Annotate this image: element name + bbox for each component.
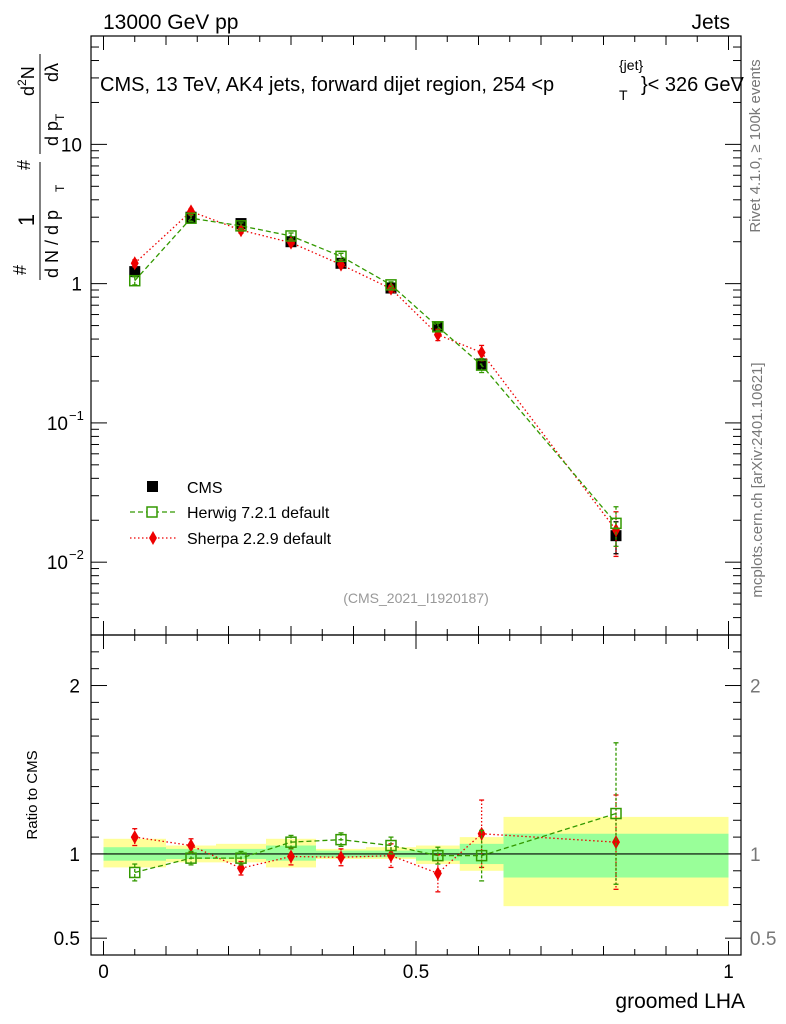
ratio-sherpa-point (287, 849, 295, 864)
ratio-y-tick-label-right: 0.5 (750, 929, 776, 950)
plot-title: CMS, 13 TeV, AK4 jets, forward dijet reg… (100, 74, 554, 96)
ratio-panel: 0.5 0.5 1 1 2 2 Ratio to CMS (24, 634, 777, 956)
ratio-bands (103, 816, 729, 907)
legend-marker-herwig (146, 506, 158, 518)
sherpa-point (477, 345, 486, 360)
ylabel-dn: d N / d p (42, 210, 62, 278)
header-left: 13000 GeV pp (103, 11, 238, 34)
herwig-line (134, 217, 617, 524)
ratio-y-label: Ratio to CMS (24, 750, 41, 839)
ratio-herwig-point (610, 807, 622, 820)
upper-y-tick-exponent: −1 (69, 408, 84, 423)
ratio-y-tick-label: 0.5 (54, 929, 80, 950)
header-right: Jets (691, 11, 730, 34)
upper-ticks (91, 35, 741, 636)
herwig-point (129, 274, 141, 287)
x-tick-label: 1 (723, 962, 734, 983)
upper-y-tick-label: 10 (61, 135, 82, 156)
ratio-herwig-point (285, 836, 297, 848)
ylabel-dpt: d pT (42, 113, 67, 146)
ratio-sherpa-point (433, 866, 442, 881)
legend-label-cms: CMS (187, 480, 223, 497)
sherpa-point (387, 281, 395, 296)
upper-y-tick-label: 10 (47, 553, 68, 574)
ylabel-d: d (18, 86, 38, 96)
x-tick-label: 0 (98, 962, 109, 983)
rivet-label: Rivet 4.1.0, ≥ 100k events (747, 59, 764, 232)
ratio-herwig-point (432, 849, 444, 862)
herwig-point (185, 212, 197, 224)
ratio-herwig-point (335, 833, 347, 846)
title-end: }< 326 GeV (641, 74, 745, 96)
legend-label-herwig: Herwig 7.2.1 default (187, 505, 330, 522)
ratio-ticks (91, 634, 741, 956)
upper-y-tick-label: 1 (71, 275, 82, 296)
ratio-y-tick-label-right: 1 (750, 845, 761, 866)
herwig-point (432, 321, 444, 333)
x-tick-labels: 0 0.5 1 (98, 962, 734, 983)
title-sub: T (619, 87, 628, 103)
title-sup: {jet} (619, 57, 643, 73)
ratio-sherpa-point (130, 830, 139, 845)
ratio-sherpa-point (387, 848, 395, 863)
upper-y-tick-label: 10 (47, 414, 68, 435)
herwig-point (610, 517, 622, 530)
ratio-sherpa-point (187, 838, 195, 853)
herwig-point (475, 359, 488, 371)
upper-y-label: # 1 d N / d p T # d2N d pT dλ (10, 54, 67, 280)
ylabel-t2: T (53, 113, 67, 121)
ratio-herwig-point (235, 852, 247, 864)
ratio-sherpa-point (337, 850, 345, 865)
ratio-series-layer (129, 742, 622, 893)
legend: CMS Herwig 7.2.1 default Sherpa 2.2.9 de… (130, 480, 332, 548)
cms-point (129, 266, 141, 278)
sherpa-point (612, 523, 620, 538)
ratio-herwig-point (129, 866, 141, 879)
legend-marker-cms (147, 481, 158, 492)
upper-y-tick-exponent: −2 (69, 547, 84, 562)
herwig-point (335, 250, 347, 263)
ratio-y-tick-label: 1 (69, 845, 80, 866)
herwig-point (385, 279, 397, 291)
ratio-frame (90, 634, 742, 956)
ratio-herwig-point (185, 852, 197, 864)
ylabel-dlambda: dλ (42, 63, 62, 82)
ratio-y-tick-label-right: 2 (750, 677, 761, 698)
ylabel-dp: d p (42, 121, 62, 146)
legend-label-sherpa: Sherpa 2.2.9 default (187, 531, 332, 548)
ylabel-one: 1 (14, 214, 39, 226)
herwig-point (235, 220, 247, 232)
ratio-y-tick-labels: 0.5 0.5 1 1 2 2 (54, 677, 777, 951)
title-main: CMS, 13 TeV, AK4 jets, forward dijet reg… (100, 74, 554, 96)
ylabel-d2n: d2N (15, 66, 38, 96)
ratio-sherpa-point (612, 835, 620, 850)
legend-marker-sherpa (149, 531, 157, 545)
ylabel-n: N (18, 66, 38, 79)
ylabel-hash2: # (14, 160, 34, 170)
ylabel-t: T (53, 184, 67, 192)
ratio-herwig-point (385, 839, 397, 852)
herwig-point (285, 230, 297, 242)
ratio-y-tick-label: 2 (69, 677, 80, 698)
ratio-herwig-point (475, 849, 488, 862)
svg-text:#: # (10, 265, 30, 275)
x-tick-label: 0.5 (403, 962, 429, 983)
sherpa-point (130, 256, 139, 271)
mcplots-label: mcplots.cern.ch [arXiv:2401.10621] (749, 362, 766, 597)
analysis-id: (CMS_2021_I1920187) (343, 590, 489, 606)
x-axis-label: groomed LHA (615, 990, 745, 1013)
ylabel-hash: # (10, 265, 30, 275)
ylabel-two: 2 (15, 79, 29, 86)
upper-series-layer (129, 204, 622, 558)
